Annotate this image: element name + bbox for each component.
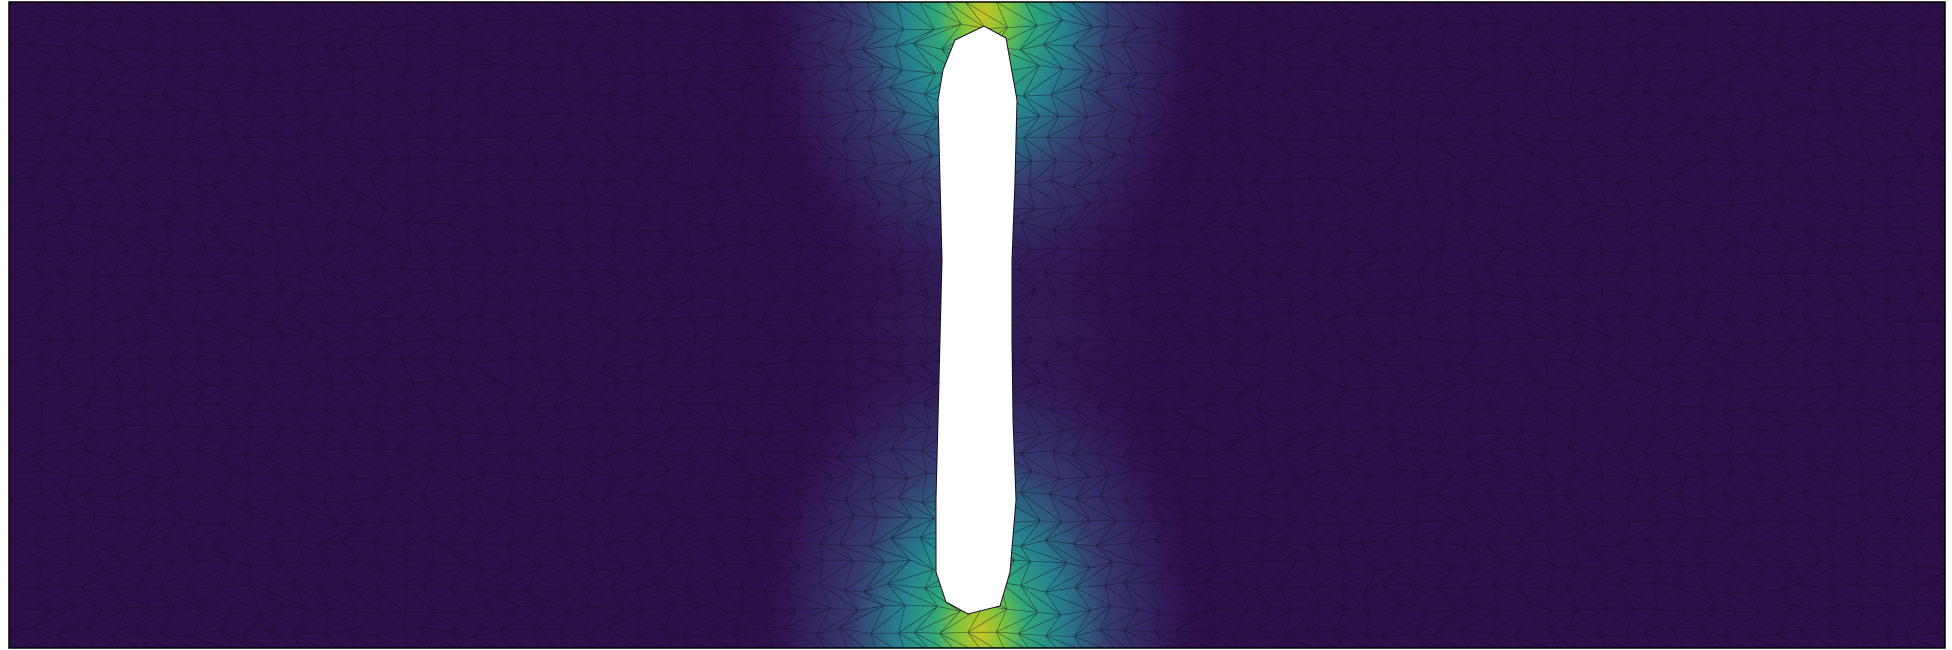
domain-border (8, 1, 1946, 649)
mesh-edges (9, 2, 1945, 648)
crack-hole (935, 25, 1018, 615)
mesh-edge-path (9, 2, 1945, 648)
